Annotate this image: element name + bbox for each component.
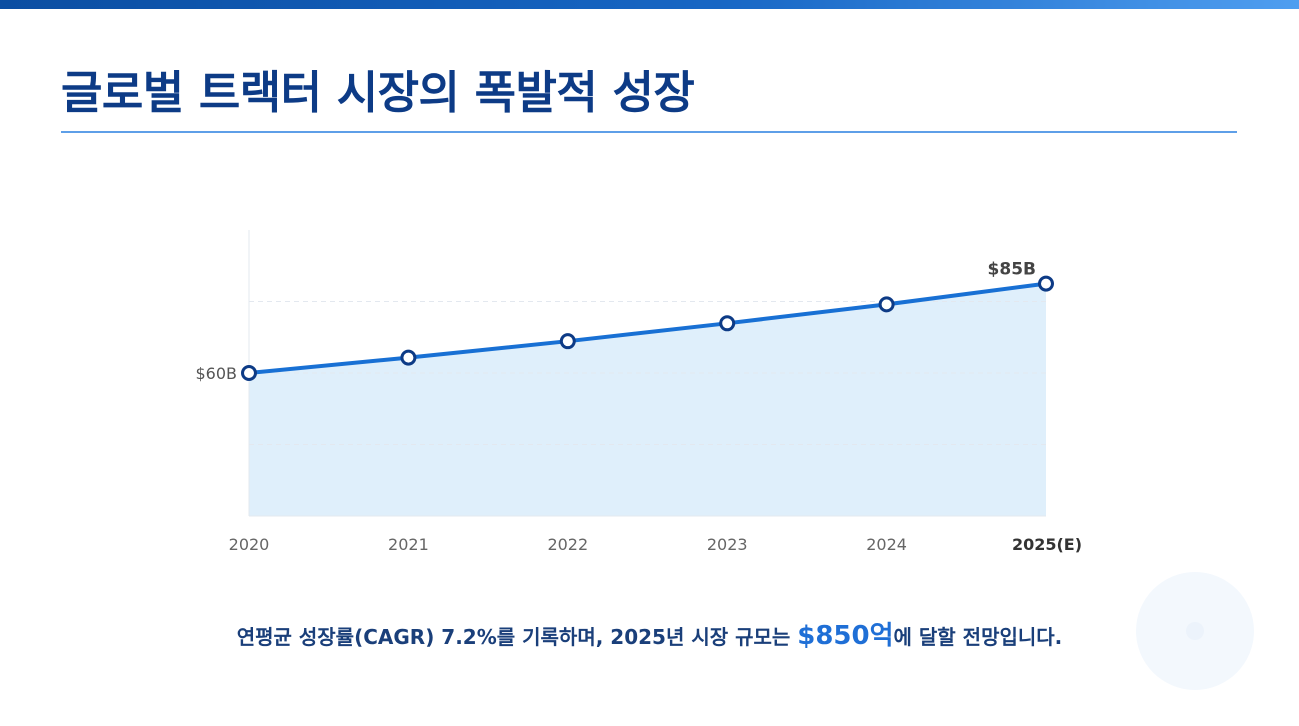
decorative-dot bbox=[1186, 622, 1204, 640]
data-label: $60B bbox=[195, 364, 237, 383]
x-tick-label: 2021 bbox=[388, 535, 429, 554]
market-growth-chart: 2020 2021 2022 2023 2024 2025(E) $60B $85B bbox=[195, 230, 1082, 554]
x-tick-label: 2024 bbox=[866, 535, 907, 554]
data-point-2024 bbox=[878, 296, 895, 313]
caption-text-after: 에 달할 전망입니다. bbox=[893, 625, 1063, 649]
data-point-2021 bbox=[400, 349, 417, 366]
summary-caption: 연평균 성장률(CAGR) 7.2%를 기록하며, 2025년 시장 규모는 $… bbox=[0, 615, 1299, 652]
x-tick-label: 2020 bbox=[229, 535, 270, 554]
series-line bbox=[247, 281, 1048, 375]
data-point-2023 bbox=[719, 315, 736, 332]
area-fill bbox=[249, 283, 1046, 516]
caption-highlight-value: $850억 bbox=[797, 621, 894, 651]
x-tick-label: 2022 bbox=[547, 535, 588, 554]
slide-title: 글로벌 트랙터 시장의 폭발적 성장 bbox=[61, 66, 695, 119]
top-accent-bar bbox=[0, 0, 1299, 9]
x-tick-label: 2023 bbox=[707, 535, 748, 554]
data-point-2022 bbox=[559, 333, 576, 350]
caption-text-before: 연평균 성장률(CAGR) 7.2%를 기록하며, 2025년 시장 규모는 bbox=[236, 625, 798, 649]
data-point-2020 bbox=[241, 365, 257, 381]
title-divider bbox=[61, 131, 1237, 133]
x-tick-label: 2025(E) bbox=[1012, 535, 1082, 554]
data-label: $85B bbox=[988, 260, 1036, 280]
data-point-2025(E) bbox=[1038, 275, 1054, 292]
